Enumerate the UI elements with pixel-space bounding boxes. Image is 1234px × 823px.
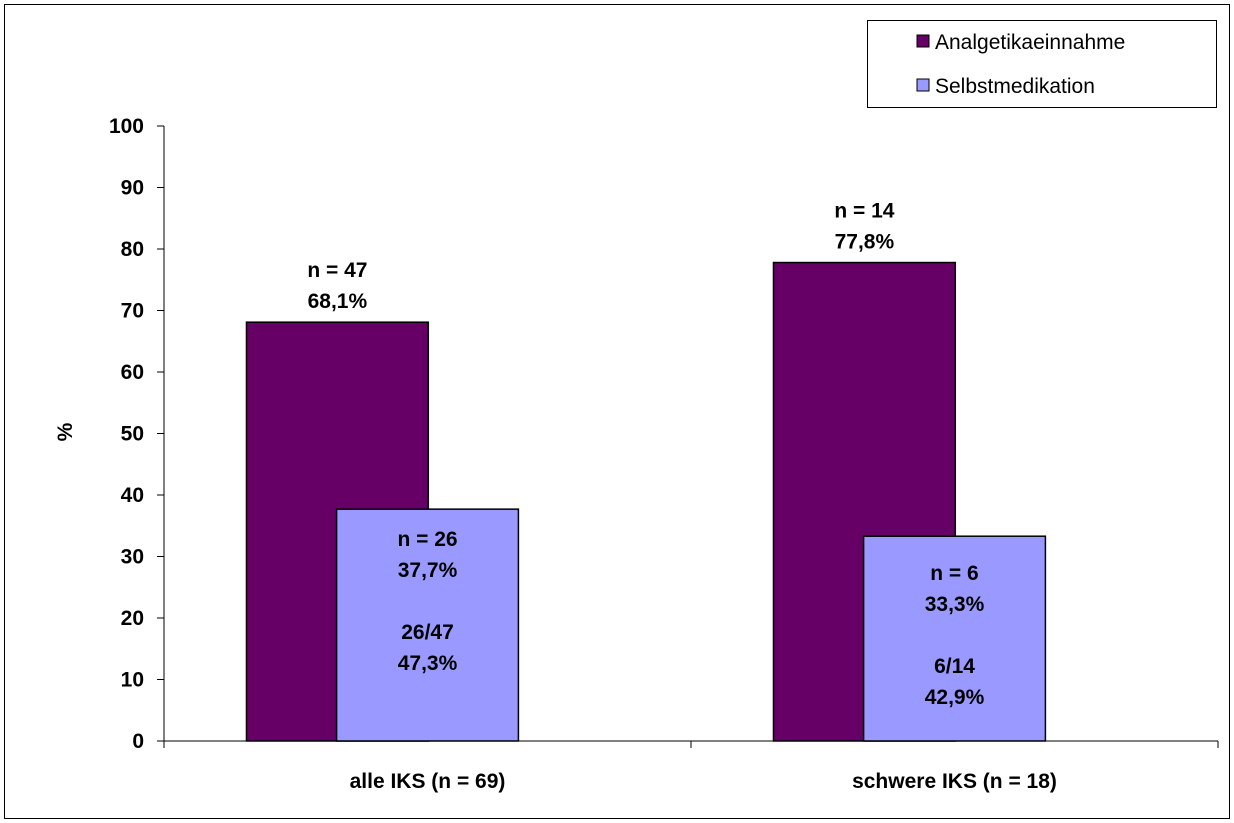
data-label-selbstmedikation: n = 26: [397, 528, 457, 551]
y-tick-label: 0: [132, 730, 144, 753]
y-tick-label: 90: [121, 177, 144, 200]
y-tick-label: 30: [121, 546, 144, 569]
data-label-analgetikaeinnahme: n = 47: [307, 259, 367, 282]
data-label-analgetikaeinnahme: 68,1%: [308, 290, 368, 313]
data-label-selbstmedikation: n = 6: [930, 562, 978, 585]
data-label-selbstmedikation: 42,9%: [925, 686, 985, 709]
data-label-selbstmedikation: 26/47: [401, 621, 454, 644]
data-label-selbstmedikation: 6/14: [934, 655, 975, 678]
legend-swatch-analgetikaeinnahme: [916, 34, 930, 48]
data-label-analgetikaeinnahme: n = 14: [834, 200, 894, 223]
data-labels: n = 47 68,1% n = 14 77,8% n = 26 37,7% 26/47 47…: [307, 200, 984, 710]
y-tick-label: 10: [121, 669, 144, 692]
legend-label-analgetikaeinnahme: Analgetikaeinnahme: [935, 31, 1125, 54]
data-label-selbstmedikation: 47,3%: [398, 652, 458, 675]
x-category-label: alle IKS (n = 69): [350, 770, 506, 793]
bar-selbstmedikation: [335, 508, 520, 742]
y-tick-label: 80: [121, 238, 144, 261]
data-label-selbstmedikation: 37,7%: [398, 559, 458, 582]
bars: [245, 261, 1047, 742]
legend-swatch-selbstmedikation: [916, 78, 930, 92]
y-tick-label: 70: [121, 300, 144, 323]
data-label-analgetikaeinnahme: 77,8%: [835, 231, 895, 254]
x-category-label: schwere IKS (n = 18): [852, 770, 1057, 793]
y-tick-label: 50: [121, 423, 144, 446]
data-label-selbstmedikation: 33,3%: [925, 593, 985, 616]
legend: Analgetikaeinnahme Selbstmedikation: [867, 20, 1217, 108]
legend-label-selbstmedikation: Selbstmedikation: [935, 75, 1095, 98]
y-tick-label: 40: [121, 484, 144, 507]
y-tick-label: 20: [121, 607, 144, 630]
y-tick-label: 60: [121, 361, 144, 384]
y-axis-title: %: [54, 422, 77, 441]
y-tick-label: 100: [109, 115, 144, 138]
y-axis: 0 10 20 30 40 50 60 70 80 90 100: [109, 115, 165, 753]
bar-selbstmedikation: [862, 535, 1047, 742]
